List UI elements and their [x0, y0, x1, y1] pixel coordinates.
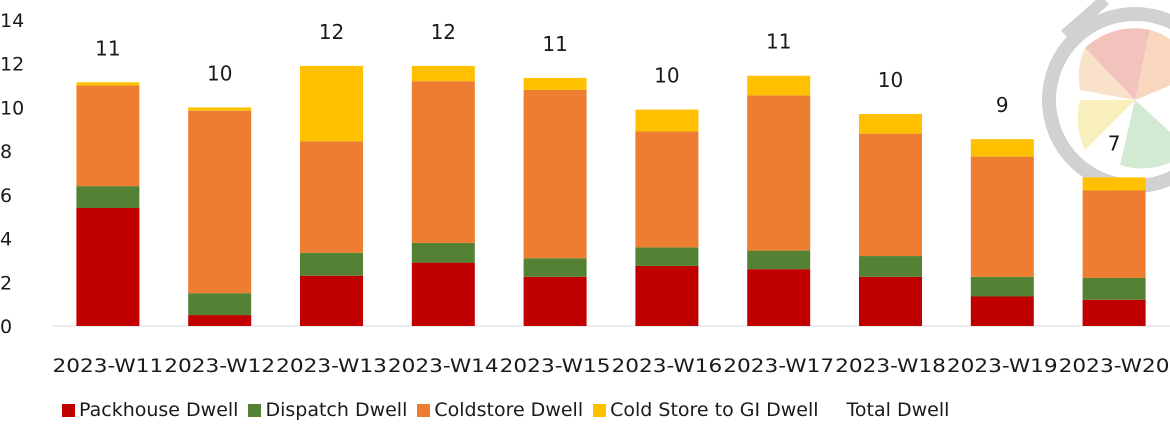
legend-swatch: [417, 403, 431, 417]
bar-segment-packhouse-dwell: [859, 276, 922, 326]
bar-segment-dispatch-dwell: [635, 247, 699, 266]
total-dwell-label: 11: [542, 32, 567, 56]
bar-segment-packhouse-dwell: [635, 265, 699, 326]
bar-segment-dispatch-dwell: [411, 242, 475, 263]
total-dwell-label: 7: [1108, 131, 1121, 155]
x-tick-label: 2023-W17: [723, 355, 834, 377]
y-tick-label: 4: [0, 229, 12, 251]
total-dwell-label: 11: [95, 36, 120, 60]
bar-segment-cold-store-to-gi-dwell: [970, 139, 1034, 157]
bar-segment-coldstore-dwell: [523, 89, 587, 259]
x-tick-label: 2023-W13: [276, 355, 387, 377]
bar-segment-packhouse-dwell: [411, 262, 475, 326]
total-dwell-label: 9: [996, 93, 1009, 117]
legend-label: Coldstore Dwell: [434, 399, 584, 421]
bar-segment-cold-store-to-gi-dwell: [1082, 177, 1146, 191]
x-tick-label: 2023-W16: [612, 355, 723, 377]
legend-item: Total Dwell: [847, 399, 950, 421]
x-tick-label: 2023-W12: [164, 355, 275, 377]
legend-item: Coldstore Dwell: [417, 399, 583, 421]
bar-segment-cold-store-to-gi-dwell: [411, 65, 475, 82]
bar-segment-coldstore-dwell: [635, 131, 699, 248]
bar-segment-packhouse-dwell: [188, 315, 252, 326]
bar-segment-cold-store-to-gi-dwell: [188, 107, 252, 111]
bar-segment-dispatch-dwell: [300, 252, 363, 276]
bar-segment-dispatch-dwell: [188, 293, 252, 316]
bar-segment-packhouse-dwell: [1082, 299, 1146, 326]
bar-segment-dispatch-dwell: [76, 186, 140, 208]
bar-segment-coldstore-dwell: [859, 133, 922, 257]
legend-item: Packhouse Dwell: [62, 399, 238, 421]
bar-segment-dispatch-dwell: [747, 250, 811, 270]
total-dwell-label: 12: [319, 20, 344, 44]
x-axis: 2023-W11 2023-W12 2023-W13 2023-W14 2023-W15…: [53, 355, 1170, 377]
total-dwell-label: 10: [878, 68, 903, 92]
y-tick-label: 8: [0, 141, 12, 163]
legend-item: Cold Store to GI Dwell: [593, 399, 819, 421]
legend-swatch: [62, 403, 75, 417]
legend: Packhouse Dwell Dispatch Dwell Coldstore D…: [62, 396, 949, 424]
y-tick-label: 14: [0, 10, 24, 32]
x-tick-label: 2023-W20: [1059, 355, 1170, 377]
x-tick-label: 2023-W18: [835, 355, 946, 377]
legend-label: Cold Store to GI Dwell: [610, 399, 819, 421]
x-tick-label: 2023-W14: [388, 355, 499, 377]
bar-segment-coldstore-dwell: [970, 156, 1034, 277]
bar-segment-cold-store-to-gi-dwell: [747, 75, 811, 96]
y-tick-label: 2: [0, 272, 12, 294]
bar-segment-packhouse-dwell: [747, 269, 811, 326]
bar-segment-coldstore-dwell: [300, 141, 363, 253]
legend-swatch: [593, 403, 607, 417]
legend-swatch: [248, 403, 262, 417]
bar-segment-dispatch-dwell: [970, 276, 1034, 297]
bar-segment-coldstore-dwell: [188, 110, 252, 294]
bar-segment-packhouse-dwell: [970, 296, 1034, 326]
total-dwell-label: 10: [207, 61, 232, 85]
bar-segment-packhouse-dwell: [76, 207, 140, 326]
total-dwell-label: 10: [654, 64, 679, 88]
y-tick-label: 10: [0, 97, 24, 119]
bar-segment-cold-store-to-gi-dwell: [859, 113, 922, 134]
x-tick-label: 2023-W15: [500, 355, 611, 377]
legend-item: Dispatch Dwell: [248, 399, 407, 421]
bar-segment-dispatch-dwell: [1082, 277, 1146, 300]
x-tick-label: 2023-W11: [53, 355, 164, 377]
legend-label: Total Dwell: [846, 399, 950, 421]
legend-label: Packhouse Dwell: [79, 399, 239, 421]
bar-segment-packhouse-dwell: [523, 276, 587, 326]
bar-segment-cold-store-to-gi-dwell: [635, 109, 699, 132]
bar-segment-cold-store-to-gi-dwell: [523, 77, 587, 90]
bar-segment-coldstore-dwell: [747, 95, 811, 251]
bars-group: [76, 65, 1146, 326]
total-dwell-label: 12: [431, 20, 456, 44]
bar-segment-coldstore-dwell: [411, 81, 475, 243]
bar-segment-coldstore-dwell: [1082, 190, 1146, 278]
y-tick-label: 6: [0, 185, 12, 207]
y-tick-label: 12: [0, 54, 24, 76]
x-tick-label: 2023-W19: [947, 355, 1058, 377]
bar-segment-coldstore-dwell: [76, 85, 140, 187]
watermark-logo: [1042, 0, 1170, 193]
bar-segment-dispatch-dwell: [523, 258, 587, 277]
bar-segment-cold-store-to-gi-dwell: [300, 65, 363, 142]
y-tick-label: 0: [0, 316, 12, 338]
bar-segment-cold-store-to-gi-dwell: [76, 82, 140, 86]
bar-segment-packhouse-dwell: [300, 275, 363, 326]
legend-label: Dispatch Dwell: [265, 399, 408, 421]
total-labels-group: 11 10 12 12 11 10 11 10 9 7: [95, 20, 1120, 155]
bar-segment-dispatch-dwell: [859, 256, 922, 277]
total-dwell-label: 11: [766, 30, 791, 54]
